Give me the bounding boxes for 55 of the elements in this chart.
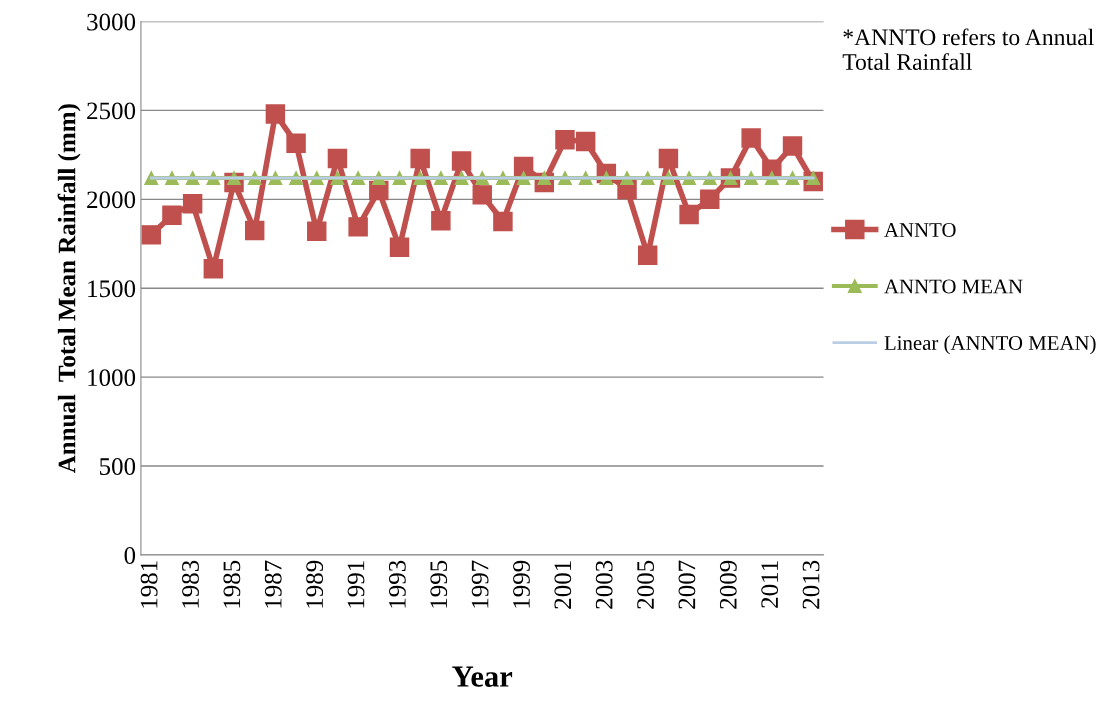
- point: [162, 205, 182, 226]
- point: [307, 221, 327, 242]
- point: [410, 148, 430, 169]
- point: [431, 210, 451, 231]
- x-tick-label: 2007: [678, 560, 696, 609]
- y-tick-label: 1000: [88, 369, 136, 387]
- legend-label: Linear (ANNTO MEAN): [884, 335, 1096, 355]
- y-tick-label: 3000: [87, 13, 136, 31]
- x-tick-label: 1981: [140, 561, 158, 608]
- point: [679, 204, 699, 225]
- x-tick-label: 1983: [182, 560, 199, 608]
- y-axis-title: Annual Total Mean Rainfall (mm): [57, 104, 81, 474]
- x-tick-label: 1987: [264, 560, 282, 608]
- x-tick-label: 2005: [637, 560, 654, 609]
- x-tick-label: 1997: [471, 560, 489, 608]
- x-tick-label: 2003: [595, 560, 613, 609]
- point: [513, 156, 534, 177]
- point: [141, 225, 161, 245]
- x-tick-label: 1999: [513, 560, 530, 608]
- point: [389, 237, 410, 258]
- x-tick-label: 2001: [554, 561, 572, 609]
- point: [741, 128, 761, 148]
- legend-label: ANNTO MEAN: [884, 279, 1023, 294]
- point: [555, 130, 575, 150]
- x-tick-label: 2013: [802, 560, 820, 609]
- y-tick-label: 2000: [87, 191, 136, 209]
- point: [348, 217, 368, 237]
- point: [203, 258, 224, 279]
- point: [700, 189, 720, 210]
- y-tick-label: 2500: [87, 102, 136, 120]
- x-tick-label: 1993: [388, 560, 406, 608]
- y-tick-label: 0: [124, 547, 136, 564]
- point: [327, 148, 348, 169]
- point: [637, 245, 658, 266]
- text: *ANNTO refers to Annual Total Rainfall: [842, 28, 1094, 70]
- x-axis-title: Year: [452, 666, 513, 687]
- y-tick-label: 500: [100, 458, 136, 475]
- x-tick-label: 2009: [719, 560, 737, 609]
- x-tick-label: 1991: [347, 561, 365, 608]
- x-tick-label: 1995: [430, 560, 448, 608]
- point: [493, 211, 513, 232]
- y-tick-label: 1500: [88, 280, 136, 298]
- point: [182, 194, 203, 214]
- x-tick-label: 2011: [761, 561, 779, 608]
- point: [658, 148, 679, 169]
- point: [244, 220, 265, 241]
- point: [782, 136, 803, 156]
- x-tick-label: 1985: [223, 560, 241, 608]
- point: [265, 104, 286, 124]
- point: [575, 131, 596, 152]
- legend-label: ANNTO: [884, 222, 956, 237]
- point: [472, 185, 492, 205]
- point: [451, 151, 472, 171]
- x-tick-label: 1989: [306, 560, 324, 608]
- point: [286, 133, 306, 154]
